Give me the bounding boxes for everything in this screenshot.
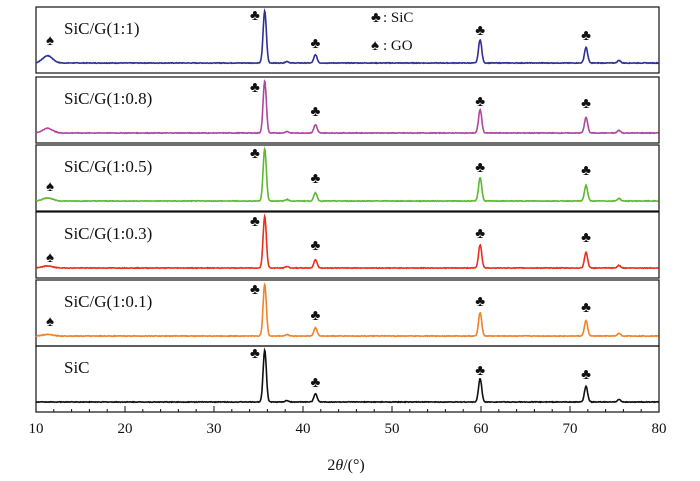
sic-peak-marker: ♣ [250,282,260,298]
sic-peak-marker: ♣ [581,28,591,44]
panel-4: SiC/G(1:0.3) ♣ ♣ ♣ ♣ ♠ [35,211,660,279]
sic-peak-marker: ♣ [250,8,260,24]
sic-peak-marker: ♣ [581,300,591,316]
sic-peak-marker: ♣ [475,23,485,39]
series-line [36,146,659,203]
panel-3: SiC/G(1:0.5) ♣ ♣ ♣ ♣ ♠ [35,144,660,212]
series-line [35,213,659,270]
panel-frame [35,76,660,144]
sic-peak-marker: ♣ [475,363,485,379]
series-line [35,79,659,135]
x-axis: 10 20 30 40 50 60 70 80 [29,406,667,437]
panel-6: SiC ♣ ♣ ♣ ♣ [35,345,660,413]
sic-peak-marker: ♣ [475,226,485,242]
sic-peak-marker: ♣ [311,375,321,391]
go-peak-marker: ♠ [46,250,54,266]
series-line [35,347,659,404]
stacked-panels: SiC/G(1:1)♣♣♣ ♣♠SiC/G(1:0.8)♣♣♣ ♣SiC/G(1:0… [35,6,660,413]
sic-peak-marker: ♣ [581,367,591,383]
x-tick-label: 40 [296,421,311,437]
sic-peak-marker: ♣ [475,294,485,310]
x-tick-label: 10 [29,421,44,437]
sic-peak-marker: ♣ [250,80,260,96]
go-peak-marker: ♠ [46,33,54,49]
sic-peak-marker: ♣ [311,308,321,324]
sic-peak-marker: ♣ [311,238,321,254]
sic-peak-marker: ♣ [311,36,321,52]
panel-frame [35,211,660,279]
legend-label: : SiC [383,10,413,26]
sic-peak-marker: ♣ [311,171,321,187]
sic-peak-marker: ♣ [581,163,591,179]
series-line [35,282,659,338]
series-label: SiC/G(1:0.5) [64,157,152,176]
x-axis-title: 2θ/(°) [327,457,364,474]
go-peak-marker: ♠ [46,314,54,330]
sic-peak-marker: ♣ [250,146,260,162]
legend: ♣: SiC♠: GO [371,10,413,54]
series-line [35,8,659,65]
panel-frame [35,6,660,74]
panel-frame [35,345,660,413]
series-label: SiC/G(1:0.3) [64,224,152,243]
panel-2: SiC/G(1:0.8) ♣ ♣ ♣ ♣ [35,76,660,144]
go-peak-marker: ♠ [46,179,54,195]
x-tick-label: 80 [652,421,667,437]
series-label: SiC [64,358,90,377]
panel-5: SiC/G(1:0.1) ♣ ♣ ♣ ♣ ♠ [35,279,660,347]
sic-peak-marker: ♣ [250,214,260,230]
x-tick-label: 60 [474,421,489,437]
legend-symbol: ♣ [371,10,381,26]
sic-peak-marker: ♣ [581,96,591,112]
x-tick-label: 20 [118,421,133,437]
legend-label: : GO [383,38,413,54]
sic-peak-marker: ♣ [250,346,260,362]
x-tick-label: 30 [207,421,222,437]
legend-symbol: ♠ [371,38,379,54]
sic-peak-marker: ♣ [581,230,591,246]
sic-peak-marker: ♣ [475,94,485,110]
sic-peak-marker: ♣ [475,160,485,176]
x-tick-label: 70 [563,421,578,437]
panel-1: SiC/G(1:1) ♣ ♣ ♣ ♣ ♠ [35,6,660,74]
x-tick-label: 50 [385,421,400,437]
sic-peak-marker: ♣ [311,104,321,120]
series-label: SiC/G(1:0.8) [64,89,152,108]
series-label: SiC/G(1:0.1) [64,292,152,311]
panel-frame [35,144,660,212]
series-label: SiC/G(1:1) [64,19,140,38]
